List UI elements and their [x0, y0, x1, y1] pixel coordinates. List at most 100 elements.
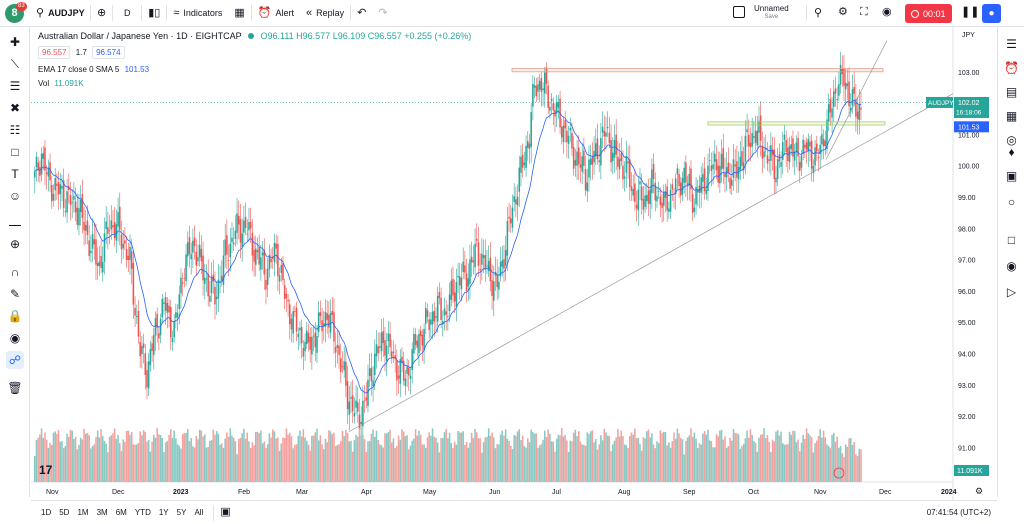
candle-body	[409, 375, 412, 379]
candle-body	[538, 80, 541, 90]
volume-bar	[669, 447, 672, 482]
volume-bar	[409, 445, 412, 482]
volume-bar	[549, 433, 551, 482]
support-zone[interactable]	[707, 121, 886, 126]
record-button[interactable]: 00:01	[905, 4, 952, 23]
target-icon[interactable]: ◎	[1006, 132, 1017, 147]
volume-bar	[295, 444, 298, 482]
eye-icon[interactable]: ◉	[9, 331, 21, 345]
text-tool-icon[interactable]: T	[11, 167, 19, 181]
ruler-tool-icon[interactable]: ⎼	[8, 214, 21, 229]
sell-price-button[interactable]: 96.557	[38, 46, 71, 59]
measure-tool-icon[interactable]: ☷	[9, 123, 21, 137]
calendar-range-icon[interactable]: ▣	[220, 506, 231, 518]
ema-legend[interactable]: EMA 17 close 0 SMA 5 101.53	[38, 65, 149, 74]
range-button-3m[interactable]: 3M	[96, 508, 108, 517]
candle-body	[404, 378, 407, 386]
shape-tool-icon[interactable]: □	[11, 145, 19, 159]
ascending-trendline[interactable]	[348, 93, 954, 433]
microphone-button[interactable]: ●	[982, 4, 1001, 23]
range-button-1d[interactable]: 1D	[41, 508, 52, 517]
axis-settings-gear-icon[interactable]: ⚙	[975, 487, 983, 497]
calendar-icon[interactable]: ▣	[1005, 168, 1018, 183]
volume-legend[interactable]: Vol 11.091K	[38, 79, 84, 88]
watchlist-icon[interactable]: ☰	[1006, 36, 1017, 51]
layout-name-button[interactable]: Unnamed Save	[754, 4, 789, 22]
range-button-5y[interactable]: 5Y	[176, 508, 187, 517]
candle-body	[331, 310, 334, 315]
range-button-6m[interactable]: 6M	[115, 508, 127, 517]
pencil-lock-icon[interactable]: ✎	[9, 287, 21, 301]
volume-bar	[436, 442, 439, 482]
buy-price-button[interactable]: 96.574	[92, 46, 125, 59]
candle-body	[561, 126, 563, 138]
play-icon[interactable]: ▷	[1006, 284, 1017, 299]
candle-body	[71, 202, 73, 204]
candle-body	[146, 370, 148, 388]
compare-button[interactable]: ⊕	[91, 0, 112, 27]
candle-body	[307, 332, 310, 343]
link-icon[interactable]: ☍	[6, 351, 24, 369]
zoom-in-icon[interactable]: ⊕	[9, 237, 21, 251]
range-button-5d[interactable]: 5D	[59, 508, 70, 517]
candle-body	[136, 315, 138, 317]
range-button-ytd[interactable]: YTD	[134, 508, 151, 517]
messages-icon[interactable]: □	[1007, 232, 1016, 247]
alert-button[interactable]: ⏰ Alert	[252, 0, 300, 27]
volume-bar	[833, 432, 835, 482]
camera-icon[interactable]: ◉	[882, 6, 892, 18]
undo-button[interactable]: ↶	[351, 0, 372, 27]
layout-checkbox[interactable]	[733, 6, 745, 18]
quick-search-icon[interactable]: ⚲	[814, 7, 823, 19]
emoji-tool-icon[interactable]: ☺	[8, 189, 22, 203]
candle-body	[103, 233, 106, 262]
logo-area[interactable]: 8 83	[0, 0, 30, 27]
streams-icon[interactable]: ◉	[1006, 258, 1017, 273]
legend-ohlc: O96.111 H96.577 L96.109 C96.557 +0.255 (…	[260, 31, 472, 41]
ideas-bulb-icon[interactable]: ○	[1007, 194, 1016, 209]
candle-body	[758, 120, 760, 133]
candle-body	[268, 254, 271, 270]
interval-button[interactable]: D	[113, 0, 141, 27]
crosshair-tool-icon[interactable]: ✚	[9, 35, 21, 49]
chat-icon[interactable]: ▤	[1005, 84, 1018, 99]
magnet-icon[interactable]: ∩	[10, 265, 20, 279]
clock-display[interactable]: 07:41:54 (UTC+2)	[926, 508, 991, 517]
chart-type-button[interactable]: ▮▯	[142, 0, 166, 27]
alerts-clock-icon[interactable]: ⏰	[1004, 60, 1019, 75]
templates-button[interactable]: ▦	[228, 0, 250, 27]
settings-gear-icon[interactable]: ⚙	[838, 6, 848, 18]
volume-bar	[756, 451, 759, 482]
indicators-button[interactable]: ≈ Indicators	[167, 0, 228, 27]
redo-button[interactable]: ↷	[372, 0, 393, 27]
volume-bar	[134, 444, 136, 482]
divider	[90, 5, 91, 21]
data-window-icon[interactable]: ▦	[1005, 108, 1018, 123]
range-button-1y[interactable]: 1Y	[158, 508, 169, 517]
fib-tool-icon[interactable]: ☰	[9, 79, 21, 93]
trash-icon[interactable]: 🗑	[7, 381, 23, 395]
volume-bar	[538, 445, 541, 482]
steep-trendline[interactable]	[825, 40, 888, 160]
pause-icon[interactable]: ❚❚	[961, 6, 980, 18]
candle-body	[763, 151, 765, 158]
volume-bar	[260, 430, 262, 482]
lock-icon[interactable]: 🔒	[7, 309, 23, 323]
trendline-tool-icon[interactable]: ⟍	[10, 56, 20, 71]
fullscreen-icon[interactable]: ⛶	[860, 6, 868, 18]
symbol-search-button[interactable]: ⚲ AUDJPY	[30, 0, 90, 27]
volume-bar	[576, 436, 578, 482]
range-button-1m[interactable]: 1M	[77, 508, 89, 517]
event-lightning-icon[interactable]	[833, 467, 845, 479]
candle-body	[799, 161, 801, 171]
replay-button[interactable]: « Replay	[300, 0, 350, 27]
resistance-zone[interactable]	[511, 68, 884, 73]
candle-body	[634, 183, 636, 202]
range-button-all[interactable]: All	[194, 508, 204, 517]
volume-bar	[202, 436, 204, 482]
price-chart[interactable]: JPY103.00102.00101.00100.0099.0098.0097.…	[31, 27, 997, 500]
pattern-tool-icon[interactable]: ✖	[9, 101, 21, 115]
volume-bar	[800, 442, 803, 482]
hotlist-fire-icon[interactable]: ♦	[1008, 144, 1015, 159]
volume-bar	[581, 444, 583, 482]
